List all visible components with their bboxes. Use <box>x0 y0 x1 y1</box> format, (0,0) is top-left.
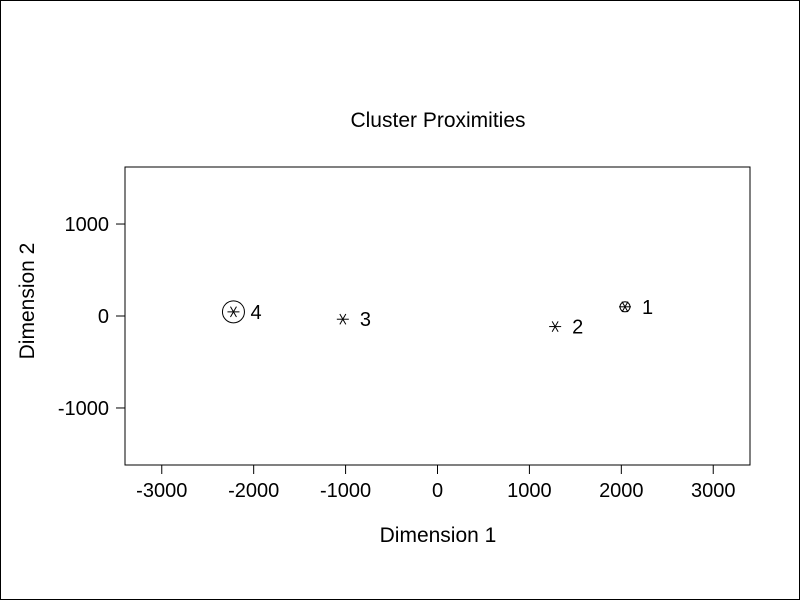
data-points: 1 2 3 4 <box>221 297 653 339</box>
x-axis-label: Dimension 1 <box>380 524 497 547</box>
x-tick-label: 3000 <box>691 480 736 502</box>
x-axis: -3000 -2000 -1000 0 1000 2000 3000 <box>136 465 735 502</box>
chart-title: Cluster Proximities <box>350 109 525 132</box>
y-tick-label: 0 <box>98 306 109 328</box>
plot-area <box>124 166 751 466</box>
x-tick-label: 0 <box>432 480 443 502</box>
asterisk-stroke <box>230 306 237 318</box>
point-label: 4 <box>250 302 261 324</box>
y-tick-label: -1000 <box>58 398 109 420</box>
cluster-size-circle <box>619 301 631 313</box>
x-tick-label: -1000 <box>320 480 371 502</box>
point-label: 3 <box>360 309 371 331</box>
x-tick-label: 1000 <box>507 480 552 502</box>
x-tick-label: 2000 <box>599 480 644 502</box>
point-label: 1 <box>642 297 653 319</box>
asterisk-stroke <box>621 301 629 313</box>
asterisk-stroke <box>339 313 347 325</box>
cluster-point-2: 2 <box>549 317 583 339</box>
cluster-size-circle <box>221 300 245 324</box>
cluster-point-1: 1 <box>619 297 653 319</box>
x-tick-label: -3000 <box>136 480 187 502</box>
x-tick-label: -2000 <box>228 480 279 502</box>
cluster-point-3: 3 <box>336 309 371 331</box>
cluster-point-4: 4 <box>221 300 262 324</box>
asterisk-stroke <box>551 321 559 333</box>
y-axis-label: Dimension 2 <box>16 243 39 360</box>
y-tick-label: 1000 <box>65 214 110 236</box>
y-axis: 1000 0 -1000 <box>58 214 125 420</box>
point-label: 2 <box>572 317 583 339</box>
